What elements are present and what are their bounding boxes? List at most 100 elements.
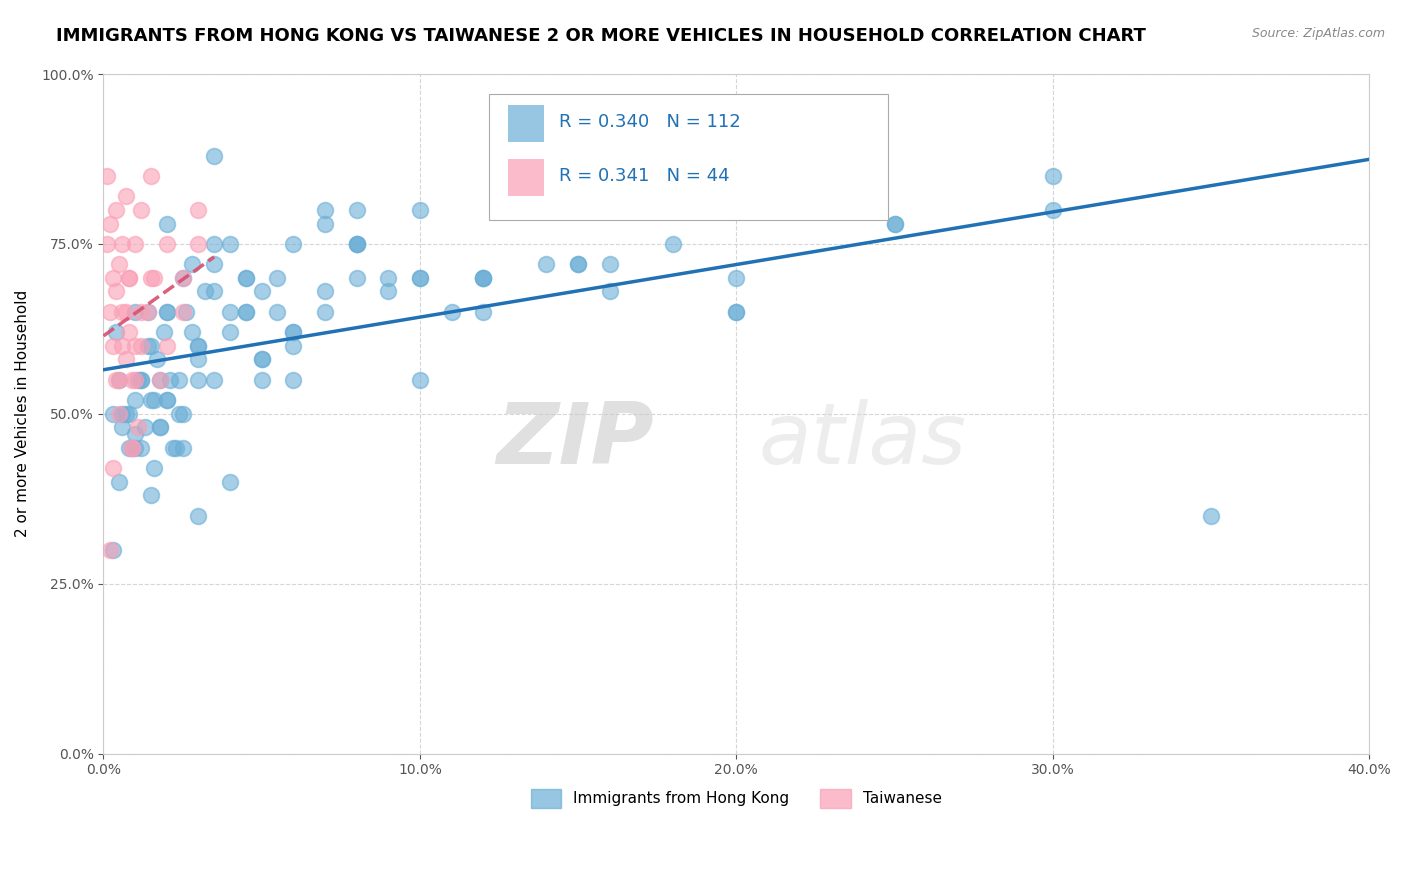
- Text: atlas: atlas: [759, 400, 967, 483]
- Point: [121, 373, 143, 387]
- Point: [567, 257, 589, 271]
- Point: [105, 202, 128, 217]
- FancyBboxPatch shape: [489, 95, 889, 220]
- Point: [111, 305, 134, 319]
- Point: [152, 325, 174, 339]
- Point: [725, 305, 748, 319]
- Point: [250, 285, 273, 299]
- Point: [202, 285, 225, 299]
- Point: [127, 420, 149, 434]
- Point: [165, 441, 187, 455]
- Point: [409, 373, 432, 387]
- Point: [118, 271, 141, 285]
- Point: [181, 257, 204, 271]
- Text: R = 0.340   N = 112: R = 0.340 N = 112: [560, 112, 741, 130]
- Point: [346, 236, 368, 251]
- Point: [146, 352, 169, 367]
- Point: [131, 441, 153, 455]
- Point: [118, 325, 141, 339]
- Point: [101, 461, 124, 475]
- Point: [235, 271, 257, 285]
- Point: [131, 202, 153, 217]
- Point: [314, 285, 336, 299]
- Point: [377, 271, 399, 285]
- Point: [118, 271, 141, 285]
- Point: [1199, 508, 1222, 523]
- Point: [883, 217, 905, 231]
- Point: [124, 236, 146, 251]
- Point: [118, 441, 141, 455]
- Point: [599, 257, 621, 271]
- Point: [283, 325, 305, 339]
- Point: [409, 271, 432, 285]
- Point: [101, 542, 124, 557]
- Point: [111, 236, 134, 251]
- Point: [219, 236, 242, 251]
- Point: [169, 373, 191, 387]
- Point: [105, 373, 128, 387]
- Point: [149, 373, 172, 387]
- Point: [567, 257, 589, 271]
- Point: [187, 373, 209, 387]
- Point: [181, 325, 204, 339]
- Point: [187, 339, 209, 353]
- Point: [599, 285, 621, 299]
- FancyBboxPatch shape: [509, 104, 544, 142]
- Point: [662, 236, 685, 251]
- Point: [202, 373, 225, 387]
- Point: [143, 271, 166, 285]
- Point: [172, 271, 194, 285]
- Point: [124, 441, 146, 455]
- Point: [98, 542, 121, 557]
- Point: [149, 420, 172, 434]
- Point: [250, 352, 273, 367]
- Point: [96, 169, 118, 183]
- Point: [187, 236, 209, 251]
- Point: [156, 236, 179, 251]
- Point: [114, 305, 136, 319]
- Point: [172, 305, 194, 319]
- Point: [250, 352, 273, 367]
- Point: [139, 488, 162, 502]
- Point: [169, 407, 191, 421]
- Point: [346, 271, 368, 285]
- Point: [143, 461, 166, 475]
- Point: [101, 407, 124, 421]
- Point: [472, 271, 495, 285]
- Point: [346, 202, 368, 217]
- Point: [114, 189, 136, 203]
- Point: [136, 305, 159, 319]
- Point: [883, 217, 905, 231]
- Point: [143, 393, 166, 408]
- Point: [149, 420, 172, 434]
- Point: [121, 441, 143, 455]
- Point: [108, 373, 131, 387]
- FancyBboxPatch shape: [509, 159, 544, 196]
- Point: [114, 352, 136, 367]
- Point: [131, 373, 153, 387]
- Point: [472, 271, 495, 285]
- Point: [156, 393, 179, 408]
- Point: [136, 305, 159, 319]
- Point: [194, 285, 217, 299]
- Point: [250, 373, 273, 387]
- Point: [139, 271, 162, 285]
- Point: [377, 285, 399, 299]
- Point: [472, 271, 495, 285]
- Point: [283, 325, 305, 339]
- Point: [101, 271, 124, 285]
- Legend: Immigrants from Hong Kong, Taiwanese: Immigrants from Hong Kong, Taiwanese: [524, 783, 948, 814]
- Point: [131, 305, 153, 319]
- Point: [124, 373, 146, 387]
- Point: [98, 217, 121, 231]
- Point: [187, 508, 209, 523]
- Point: [121, 441, 143, 455]
- Point: [235, 305, 257, 319]
- Point: [111, 339, 134, 353]
- Point: [121, 441, 143, 455]
- Text: IMMIGRANTS FROM HONG KONG VS TAIWANESE 2 OR MORE VEHICLES IN HOUSEHOLD CORRELATI: IMMIGRANTS FROM HONG KONG VS TAIWANESE 2…: [56, 27, 1146, 45]
- Point: [440, 305, 463, 319]
- Point: [172, 407, 194, 421]
- Point: [346, 236, 368, 251]
- Point: [162, 441, 184, 455]
